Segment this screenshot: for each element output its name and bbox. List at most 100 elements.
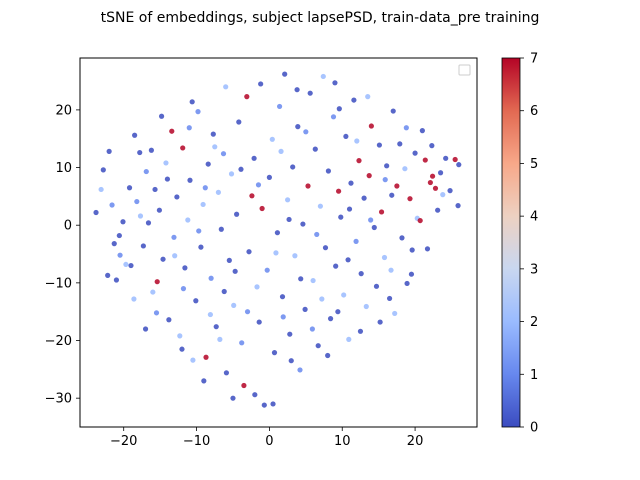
scatter-point [198,244,204,250]
scatter-point [325,168,331,174]
y-tick-label: −30 [45,392,72,407]
scatter-point [343,133,349,140]
scatter-point [386,295,393,302]
scatter-point [348,180,354,186]
scatter-point [230,395,236,401]
scatter-point [376,142,382,148]
scatter-point [419,128,425,134]
scatter-point [384,163,390,169]
scatter-point [358,271,364,277]
scatter-point [116,232,122,239]
scatter-point [143,168,149,175]
scatter-point [249,193,255,199]
scatter-point [279,294,286,300]
scatter-point [100,167,106,173]
scatter-point [200,201,206,208]
scatter-point [335,309,341,315]
scatter-point [202,185,208,191]
scatter-point [303,129,309,135]
x-tick-label: 0 [265,434,273,449]
scatter-point [429,173,436,179]
scatter-point [166,317,172,323]
scatter-point [205,161,211,167]
scatter-point [346,336,352,342]
colorbar-tick-label: 7 [530,52,538,67]
scatter-point [312,146,318,152]
scatter-point [278,148,284,154]
scatter-point [244,309,251,315]
scatter-point [180,286,187,292]
scatter-point [221,288,227,295]
scatter-point [297,367,303,373]
scatter-point [295,124,301,130]
scatter-point [440,192,446,198]
colorbar-tick-label: 1 [530,368,538,383]
scatter-point [105,272,111,278]
scatter-point [93,209,99,216]
scatter-point [217,336,223,342]
scatter-point [333,263,339,269]
scatter-point [443,155,449,161]
colorbar [501,57,521,428]
scatter-point [271,350,278,356]
scatter-point [319,296,325,302]
scatter-point [132,132,138,138]
scatter-point [228,171,235,177]
scatter-point [417,217,423,224]
scatter-point [427,179,433,186]
scatter-point [201,378,207,384]
scatter-point [128,262,134,269]
scatter-point [455,203,461,209]
x-tick-label: 10 [334,434,351,449]
scatter-point [432,185,439,191]
scatter-point [186,125,192,131]
scatter-point [298,276,304,282]
scatter-point [294,87,300,93]
scatter-point [154,279,160,285]
scatter-point [345,257,351,263]
scatter-point [403,125,409,131]
scatter-point [255,182,262,188]
scatter-point [292,253,298,259]
scatter-point [285,197,291,203]
scatter-point [280,314,286,320]
scatter-point [195,109,201,115]
scatter-point [437,170,444,176]
scatter-point [338,214,344,220]
scatter-point [190,357,196,363]
scatter-point [241,382,247,389]
scatter-point [408,271,415,277]
scatter-point [264,267,270,273]
scatter-point [246,249,252,255]
scatter-point [171,234,177,240]
y-tick-label: 10 [55,161,72,176]
scatter-point [236,119,242,125]
scatter-point [258,81,264,87]
colorbar-tick-label: 6 [530,104,538,119]
scatter-point [180,145,186,151]
scatter-point [447,188,453,194]
scatter-point [389,192,395,198]
scatter-point [309,326,315,332]
chart-title: tSNE of embeddings, subject lapsePSD, tr… [101,10,540,26]
scatter-point [259,205,265,212]
scatter-point [424,246,431,252]
scatter-point [261,402,267,408]
scatter-point [220,151,227,157]
scatter-point [98,186,104,193]
y-tick-label: −10 [45,276,72,291]
scatter-point [266,174,272,180]
scatter-point [169,128,175,134]
scatter-point [207,311,213,318]
scatter-point [164,176,171,182]
scatter-point [286,216,292,223]
scatter-point [238,166,244,172]
scatter-point [137,149,143,156]
x-tick-label: 20 [407,434,424,449]
scatter-point [123,261,129,268]
scatter-point [156,207,162,213]
scatter-point [234,211,240,217]
scatter-point [317,203,323,209]
